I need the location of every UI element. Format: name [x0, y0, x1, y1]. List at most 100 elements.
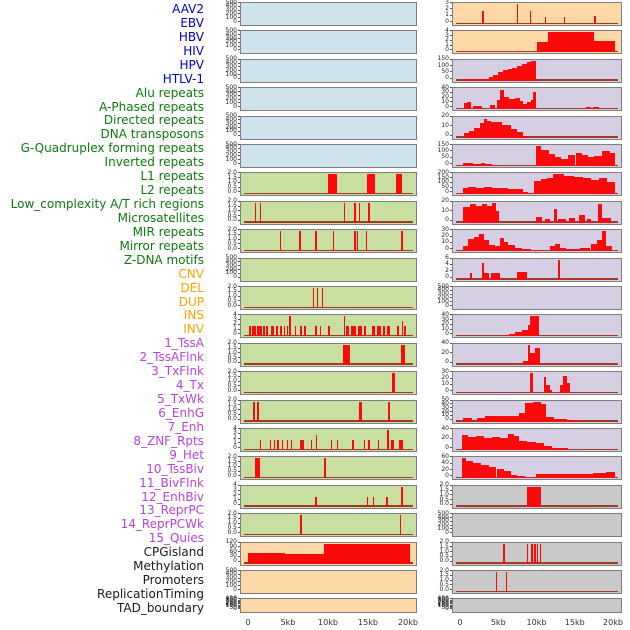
y-tick-mark: [238, 147, 240, 149]
signal-bar: [483, 187, 492, 195]
y-tick-label: 100: [437, 524, 449, 532]
y-tick-label: 300: [225, 148, 237, 156]
signal-bar: [527, 102, 532, 110]
track-panel: [452, 541, 622, 566]
y-tick-label: 0: [445, 528, 449, 536]
y-tick-mark: [450, 579, 452, 581]
y-tick-label: 10: [441, 325, 449, 333]
y-tick-label: 2: [445, 36, 449, 44]
y-tick-mark: [450, 241, 452, 243]
y-tick-mark: [450, 297, 452, 299]
y-tick-mark: [450, 418, 452, 420]
y-tick-mark: [238, 484, 240, 486]
y-tick-mark: [238, 375, 240, 377]
signal-bar: [526, 61, 532, 81]
y-tick-mark: [450, 39, 452, 41]
y-tick-label: 400: [225, 87, 237, 95]
y-tick-mark: [450, 411, 452, 412]
signal-bar: [515, 331, 522, 337]
y-tick-mark: [450, 462, 452, 464]
y-tick-label: 1.5: [227, 173, 237, 181]
signal-bar: [605, 471, 615, 479]
x-axis-tick-label: 0: [457, 618, 463, 627]
y-tick-label: 100: [225, 581, 237, 589]
track-label: Methylation: [133, 559, 204, 574]
y-tick-label: 1.0: [439, 490, 449, 498]
y-tick-label: 0.0: [227, 415, 237, 423]
y-tick-mark: [450, 403, 452, 405]
signal-bar: [591, 179, 600, 195]
signal-bar: [566, 420, 580, 422]
y-tick-mark: [450, 257, 452, 259]
y-tick-label: 100: [225, 127, 237, 135]
y-tick-mark: [238, 489, 240, 491]
signal-bar: [487, 205, 492, 223]
signal-bar: [403, 326, 406, 337]
y-tick-mark: [450, 191, 452, 193]
signal-bar: [474, 236, 480, 252]
signal-bar: [280, 231, 282, 252]
track-label: G-Quadruplex forming repeats: [20, 141, 204, 156]
signal-bar: [531, 60, 536, 81]
y-tick-label: 300: [225, 261, 237, 269]
y-tick-mark: [450, 520, 452, 522]
signal-bar: [356, 231, 359, 252]
signal-bar: [599, 178, 608, 195]
signal-bar: [561, 158, 568, 166]
signal-bar: [477, 79, 484, 81]
y-tick-label: 100: [225, 42, 237, 50]
signal-bar: [387, 326, 390, 337]
signal-bar: [544, 17, 546, 24]
track-panel: [240, 399, 417, 424]
signal-bar: [546, 416, 555, 422]
y-tick-mark: [238, 527, 240, 529]
y-tick-label: 0: [233, 74, 237, 82]
y-tick-label: 0.0: [227, 471, 237, 479]
y-tick-mark: [450, 414, 452, 416]
signal-bar: [481, 262, 485, 280]
y-tick-label: 2.0: [227, 168, 237, 176]
signal-bar: [528, 325, 531, 337]
y-tick-mark: [450, 383, 452, 385]
signal-bar: [540, 404, 547, 422]
signal-bar: [558, 218, 566, 223]
y-tick-label: 0: [233, 17, 237, 25]
track-label: L1 repeats: [140, 169, 205, 184]
track-panel: [452, 456, 622, 481]
signal-bar: [391, 373, 396, 394]
track-panel: [240, 570, 417, 594]
track-panel: [240, 200, 417, 225]
y-tick-label: 30: [441, 315, 449, 323]
signal-bar: [545, 219, 551, 223]
signal-bar: [554, 419, 567, 422]
signal-bar: [498, 72, 503, 81]
signal-bar: [300, 515, 302, 536]
y-tick-label: 2.0: [227, 197, 237, 205]
signal-bar: [504, 471, 511, 479]
y-tick-label: 2.0: [227, 282, 237, 290]
y-tick-mark: [238, 269, 240, 270]
track-panel: [452, 342, 622, 367]
y-tick-label: 200: [225, 265, 237, 273]
signal-bar: [482, 11, 484, 24]
track-panel: [240, 2, 417, 26]
signal-bar: [558, 259, 561, 280]
y-tick-mark: [238, 155, 240, 157]
y-tick-mark: [238, 555, 240, 557]
signal-bar: [491, 273, 500, 280]
y-tick-label: 100: [437, 61, 449, 69]
signal-baseline: [244, 476, 413, 479]
y-tick-mark: [450, 532, 452, 534]
y-tick-mark: [238, 49, 240, 51]
signal-bar: [550, 245, 555, 252]
signal-bar: [536, 443, 544, 450]
y-tick-mark: [238, 573, 240, 575]
signal-bar: [529, 373, 533, 394]
track-label: INS: [183, 308, 204, 323]
y-tick-label: 20: [441, 320, 449, 328]
y-tick-label: 200: [437, 168, 449, 176]
signal-bar: [463, 163, 473, 166]
y-tick-label: 0: [445, 187, 449, 195]
signal-bar: [598, 203, 602, 223]
y-tick-mark: [450, 598, 452, 600]
